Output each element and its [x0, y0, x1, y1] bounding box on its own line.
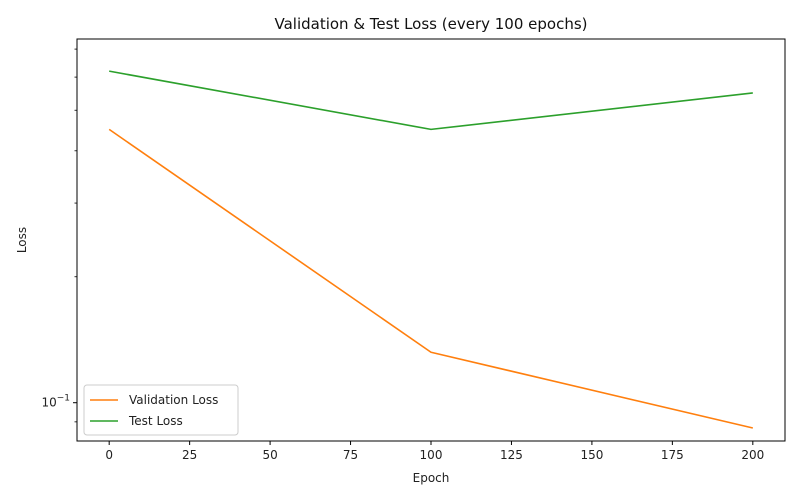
y-axis-ticks: 10−1	[41, 48, 77, 423]
x-axis-ticks: 0 25 50 75 100 125 150 175 200	[105, 441, 764, 462]
legend-box	[83, 384, 239, 436]
legend-label: Validation Loss	[129, 393, 218, 407]
legend-items: Validation Loss Test Loss	[90, 393, 218, 428]
x-tick-label: 25	[182, 448, 197, 462]
x-tick-label: 0	[105, 448, 113, 462]
series-line-validation-loss	[108, 128, 754, 429]
y-tick-label: 10−1	[41, 394, 70, 410]
x-axis-label: Epoch	[413, 471, 450, 485]
legend: Validation Loss Test Loss	[83, 384, 239, 436]
legend-label: Test Loss	[128, 414, 183, 428]
x-tick-label: 200	[741, 448, 764, 462]
plot-area: 0 25 50 75 100 125 150 175 200 10−1	[41, 38, 786, 462]
y-axis-label: Loss	[15, 227, 29, 253]
series-line-test-loss	[109, 70, 753, 131]
x-tick-label: 100	[420, 448, 443, 462]
series-layer	[108, 70, 754, 429]
x-tick-label: 75	[343, 448, 358, 462]
plot-frame	[76, 38, 786, 442]
x-tick-label: 50	[262, 448, 277, 462]
x-tick-label: 125	[500, 448, 523, 462]
chart-title: Validation & Test Loss (every 100 epochs…	[274, 15, 587, 33]
x-tick-label: 150	[580, 448, 603, 462]
x-tick-label: 175	[661, 448, 684, 462]
